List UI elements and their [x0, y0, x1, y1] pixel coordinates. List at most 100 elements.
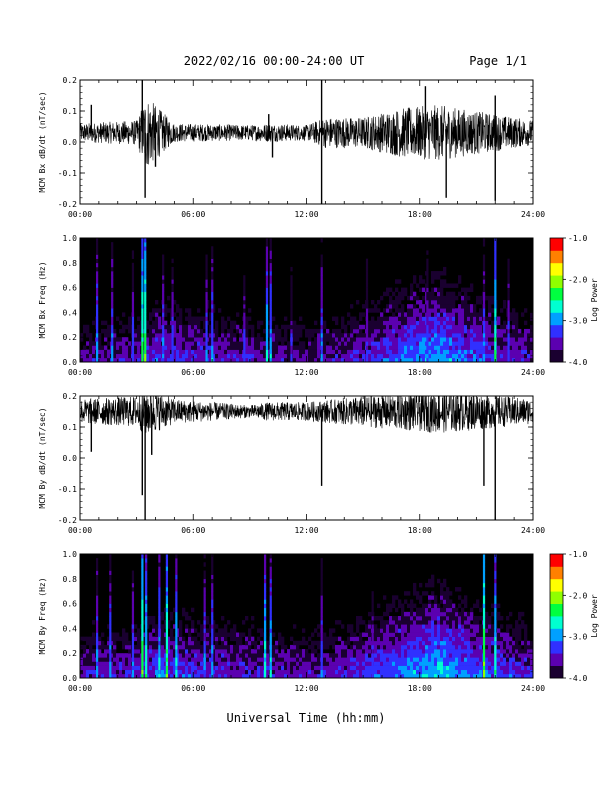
spectrogram-streak — [131, 320, 135, 326]
spectrogram-cell — [155, 328, 159, 334]
spectrogram-streak — [95, 291, 99, 297]
spectrogram-cell — [209, 353, 213, 359]
spectrogram-cell — [374, 644, 378, 650]
spectrogram-cell — [347, 661, 351, 666]
spectrogram-cell — [401, 632, 405, 637]
spectrogram-cell — [371, 328, 375, 334]
spectrogram-streak — [141, 333, 144, 338]
spectrogram-cell — [92, 636, 96, 642]
spectrogram-cell — [83, 328, 87, 334]
spectrogram-cell — [308, 665, 312, 671]
spectrogram-cell — [374, 353, 378, 359]
spectrogram-cell — [413, 661, 417, 666]
spectrogram-cell — [86, 640, 90, 646]
spectrogram-streak — [211, 287, 214, 293]
spectrogram-cell — [419, 657, 423, 662]
spectrogram-streak — [141, 341, 144, 346]
spectrogram-cell — [182, 669, 186, 675]
spectrogram-cell — [212, 341, 216, 346]
spectrogram-cell — [434, 640, 438, 646]
spectrogram-cell — [512, 333, 516, 338]
spectrogram-cell — [452, 337, 456, 342]
spectrogram-cell — [155, 316, 159, 321]
spectrogram-streak — [290, 316, 293, 321]
spectrogram-cell — [146, 357, 150, 363]
spectrogram-cell — [512, 649, 516, 654]
spectrogram-cell — [407, 657, 411, 662]
spectrogram-cell — [236, 640, 240, 646]
spectrogram-streak — [494, 262, 497, 268]
spectrogram-cell — [146, 649, 150, 654]
spectrogram-cell — [497, 345, 501, 350]
spectrogram-cell — [377, 345, 381, 350]
spectrogram-streak — [507, 271, 510, 276]
spectrogram-cell — [470, 665, 474, 671]
spectrogram-cell — [383, 669, 387, 675]
spectrogram-cell — [476, 341, 480, 346]
spectrogram-cell — [479, 324, 483, 330]
spectrogram-cell — [401, 316, 405, 321]
spectrogram-streak — [203, 570, 206, 575]
y-axis-title: MCM By dB/dt (nT/sec) — [38, 407, 47, 508]
spectrogram-cell — [365, 665, 369, 671]
spectrogram-cell — [146, 345, 150, 350]
spectrogram-cell — [431, 636, 435, 642]
spectrogram-cell — [86, 357, 90, 363]
spectrogram-streak — [211, 308, 214, 313]
spectrogram-cell — [299, 316, 303, 321]
spectrogram-cell — [365, 649, 369, 654]
spectrogram-cell — [128, 320, 132, 326]
spectrogram-cell — [326, 333, 330, 338]
spectrogram-streak — [158, 616, 161, 621]
spectrogram-cell — [437, 295, 441, 301]
spectrogram-cell — [281, 349, 285, 355]
spectrogram-cell — [356, 328, 360, 334]
spectrogram-cell — [440, 345, 444, 350]
spectrogram-cell — [389, 324, 393, 330]
spectrogram-cell — [416, 328, 420, 334]
x-tick-label: 18:00 — [408, 210, 432, 219]
spectrogram-streak — [320, 566, 323, 571]
spectrogram-cell — [230, 337, 234, 342]
spectrogram-streak — [95, 275, 99, 280]
spectrogram-cell — [245, 320, 249, 326]
spectrogram-streak — [144, 271, 147, 276]
spectrogram-cell — [317, 640, 321, 646]
spectrogram-cell — [251, 669, 255, 675]
spectrogram-cell — [107, 649, 111, 654]
spectrogram-cell — [383, 353, 387, 359]
spectrogram-cell — [176, 632, 180, 637]
spectrogram-cell — [455, 324, 459, 330]
spectrogram-cell — [458, 673, 462, 679]
spectrogram-cell — [194, 345, 198, 350]
spectrogram-cell — [260, 653, 264, 658]
spectrogram-cell — [407, 649, 411, 654]
spectrogram-cell — [446, 283, 450, 288]
spectrogram-cell — [452, 640, 456, 646]
spectrogram-cell — [431, 628, 435, 633]
spectrogram-cell — [110, 653, 114, 658]
spectrogram-cell — [224, 644, 228, 650]
spectrogram-cell — [326, 653, 330, 658]
spectrogram-streak — [320, 570, 323, 575]
spectrogram-cell — [149, 324, 153, 330]
spectrogram-cell — [218, 661, 222, 666]
spectrogram-streak — [131, 262, 135, 268]
spectrogram-cell — [245, 353, 249, 359]
spectrogram-cell — [311, 657, 315, 662]
spectrogram-cell — [395, 661, 399, 666]
spectrogram-cell — [173, 328, 177, 334]
spectrogram-streak — [211, 291, 214, 297]
spectrogram-cell — [236, 349, 240, 355]
spectrogram-streak — [141, 357, 144, 363]
spectrogram-cell — [227, 653, 231, 658]
spectrogram-cell — [518, 337, 522, 342]
spectrogram-cell — [230, 333, 234, 338]
spectrogram-cell — [137, 644, 141, 650]
spectrogram-cell — [98, 337, 102, 342]
spectrogram-cell — [197, 328, 201, 334]
spectrogram-cell — [206, 616, 210, 621]
spectrogram-cell — [191, 624, 195, 629]
spectrogram-cell — [470, 324, 474, 330]
spectrogram-streak — [141, 312, 144, 317]
